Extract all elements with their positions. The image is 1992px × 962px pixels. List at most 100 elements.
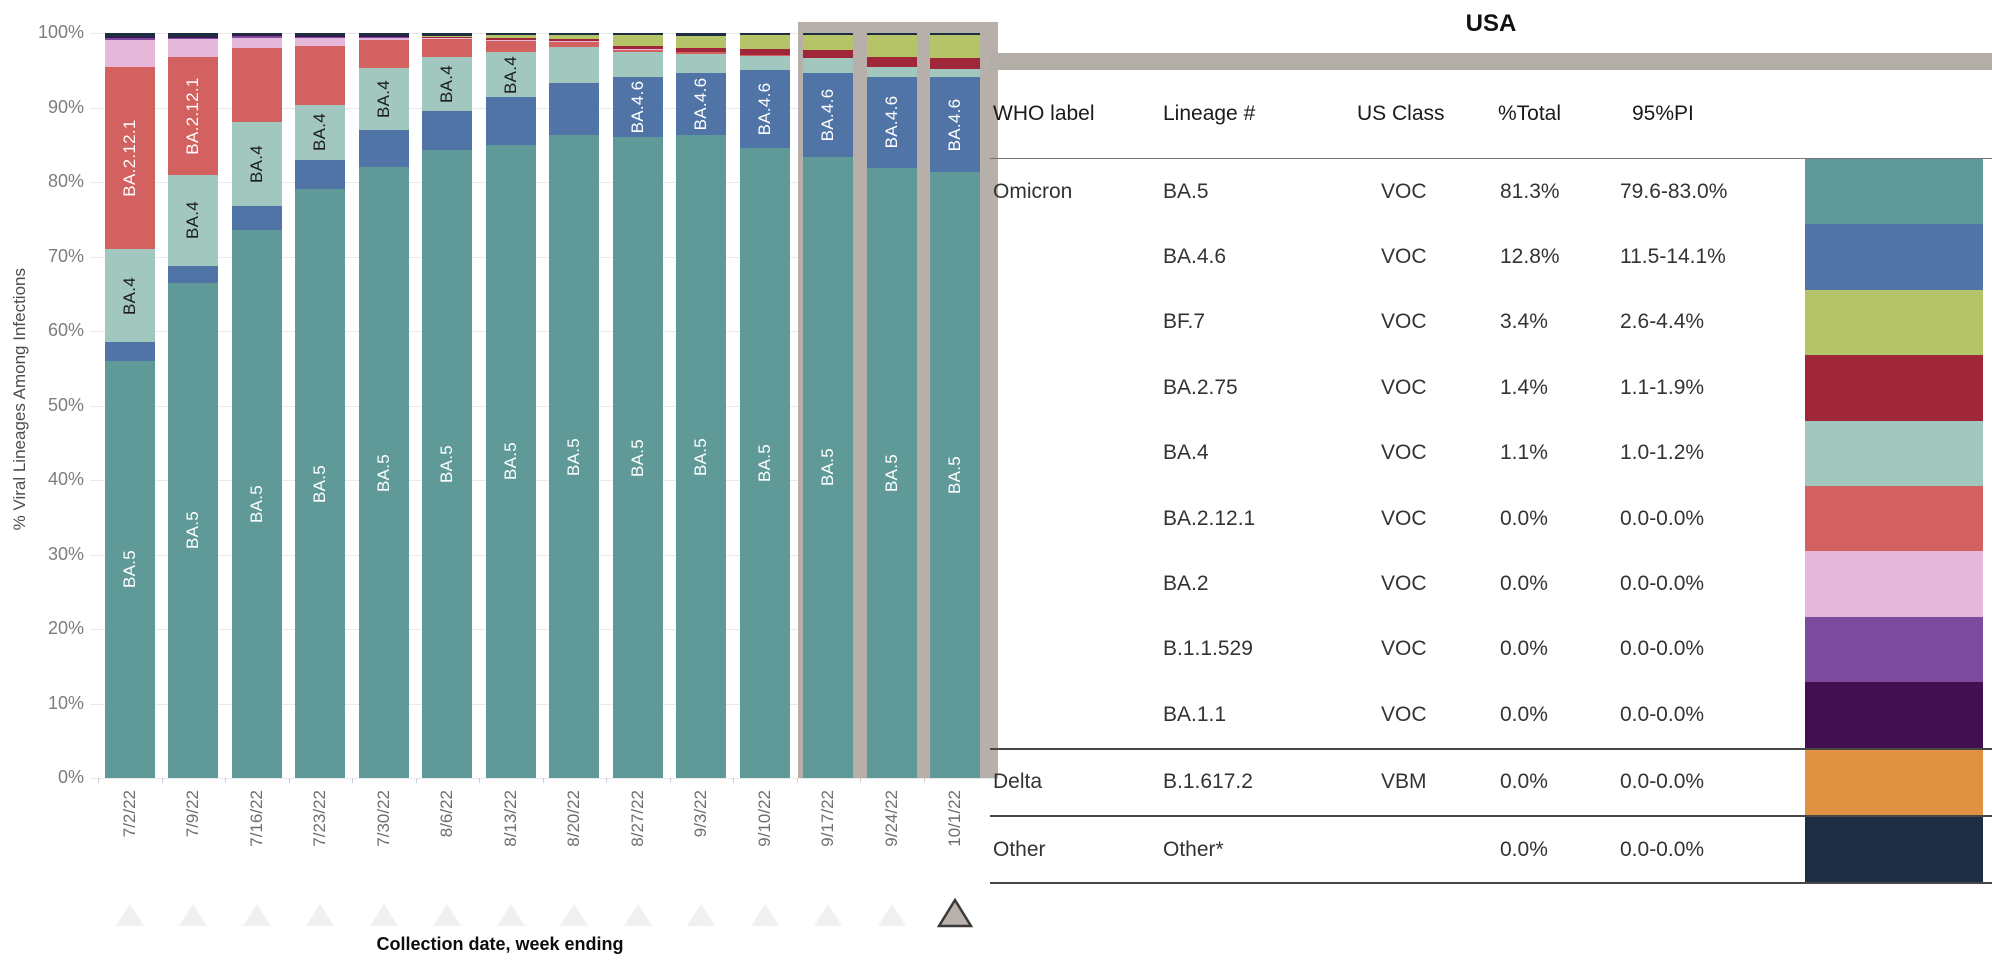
bar-segment-BA.4.6[interactable] xyxy=(422,111,473,150)
stacked-bar[interactable]: BA.5 BA.4 xyxy=(295,33,346,778)
week-selector-triangle[interactable] xyxy=(304,902,336,928)
bar-segment-Other[interactable] xyxy=(549,33,600,36)
bar-segment-BA.2.75[interactable] xyxy=(485,38,536,40)
bar-segment-BA.1.1[interactable] xyxy=(231,35,282,37)
stacked-bar[interactable]: BA.5 BA.4 xyxy=(231,33,282,778)
bar-segment-BA.4.6[interactable]: BA.4.6 xyxy=(676,73,727,136)
stacked-bar[interactable]: BA.5 BA.4 xyxy=(422,33,473,778)
stacked-bar[interactable]: BA.5 BA.4 BA.2.12.1 xyxy=(168,33,219,778)
stacked-bar[interactable]: BA.5 BA.4 xyxy=(485,33,536,778)
week-selector-triangle[interactable] xyxy=(241,902,273,928)
bar-segment-Other[interactable] xyxy=(231,33,282,36)
bar-segment-BA.4.6[interactable] xyxy=(168,265,219,283)
bar-segment-BA.4.6[interactable] xyxy=(549,83,600,136)
bar-segment-BA.5[interactable]: BA.5 xyxy=(866,167,917,778)
bar-segment-Other[interactable] xyxy=(612,33,663,36)
bar-segment-BA.1.1[interactable] xyxy=(168,36,219,38)
bar-segment-BA.2.75[interactable] xyxy=(739,49,790,55)
bar-segment-BA.4[interactable] xyxy=(612,52,663,78)
bar-segment-BA.4.6[interactable]: BA.4.6 xyxy=(866,76,917,168)
bar-segment-BA.2.75[interactable] xyxy=(866,56,917,67)
bar-segment-BF.7[interactable] xyxy=(739,35,790,50)
bar-segment-BF.7[interactable] xyxy=(612,35,663,46)
bar-segment-BA.2.12.1[interactable] xyxy=(739,54,790,56)
bar-segment-BA.2.12.1[interactable] xyxy=(612,49,663,53)
bar-segment-BA.5[interactable]: BA.5 xyxy=(676,135,727,778)
week-selector-triangle[interactable] xyxy=(177,902,209,928)
bar-segment-BA.4.6[interactable] xyxy=(358,129,409,168)
bar-segment-BA.2.12.1[interactable] xyxy=(676,52,727,54)
week-selector-triangle[interactable] xyxy=(431,902,463,928)
bar-segment-BA.4[interactable]: BA.4 xyxy=(104,249,155,343)
bar-segment-B.1.1.529[interactable] xyxy=(168,37,219,40)
stacked-bar[interactable]: BA.5 BA.4.6 xyxy=(803,33,854,778)
bar-segment-BA.1.1[interactable] xyxy=(104,36,155,38)
week-selector-triangle[interactable] xyxy=(876,902,908,928)
bar-segment-Other[interactable] xyxy=(104,33,155,37)
bar-segment-BA.5[interactable]: BA.5 xyxy=(231,230,282,778)
bar-segment-BA.4.6[interactable] xyxy=(295,159,346,190)
bar-segment-Other[interactable] xyxy=(295,33,346,37)
bar-segment-BF.7[interactable] xyxy=(676,36,727,48)
bar-segment-BA.4[interactable] xyxy=(549,47,600,84)
bar-segment-BA.2[interactable] xyxy=(422,37,473,39)
week-selector-triangle[interactable] xyxy=(622,902,654,928)
bar-segment-BA.4[interactable]: BA.4 xyxy=(168,174,219,266)
stacked-bar[interactable]: BA.5 BA.4.6 xyxy=(739,33,790,778)
bar-segment-Other[interactable] xyxy=(422,33,473,37)
week-selector-triangle[interactable] xyxy=(114,902,146,928)
bar-segment-BA.4.6[interactable] xyxy=(231,205,282,231)
bar-segment-BA.2.12.1[interactable] xyxy=(295,45,346,106)
bar-segment-BA.2.75[interactable] xyxy=(803,50,854,59)
bar-segment-BA.4[interactable] xyxy=(676,53,727,74)
bar-segment-BA.2[interactable] xyxy=(358,37,409,40)
bar-segment-BF.7[interactable] xyxy=(422,36,473,37)
bar-segment-Other[interactable] xyxy=(866,33,917,36)
bar-segment-BA.2.75[interactable] xyxy=(422,36,473,38)
bar-segment-BA.2.12.1[interactable] xyxy=(231,47,282,123)
bar-segment-BA.4.6[interactable] xyxy=(104,342,155,361)
bar-segment-BA.4.6[interactable] xyxy=(485,97,536,145)
bar-segment-BA.2.12.1[interactable] xyxy=(549,41,600,48)
bar-segment-BA.2[interactable] xyxy=(612,48,663,50)
bar-segment-BA.4[interactable]: BA.4 xyxy=(485,52,536,98)
bar-segment-BA.5[interactable]: BA.5 xyxy=(739,147,790,778)
bar-segment-BF.7[interactable] xyxy=(930,34,981,59)
bar-segment-BA.4[interactable]: BA.4 xyxy=(231,122,282,206)
bar-segment-BA.5[interactable]: BA.5 xyxy=(549,135,600,778)
bar-segment-BA.4[interactable]: BA.4 xyxy=(295,105,346,160)
bar-segment-BA.5[interactable]: BA.5 xyxy=(803,156,854,778)
bar-segment-BA.2.75[interactable] xyxy=(549,39,600,41)
bar-segment-Other[interactable] xyxy=(676,33,727,37)
stacked-bar[interactable]: BA.5 xyxy=(549,33,600,778)
bar-segment-BA.2.75[interactable] xyxy=(676,47,727,53)
bar-segment-BA.2.12.1[interactable]: BA.2.12.1 xyxy=(168,56,219,175)
bar-segment-BA.4[interactable] xyxy=(739,55,790,71)
bar-segment-BF.7[interactable] xyxy=(803,35,854,51)
bar-segment-BA.5[interactable]: BA.5 xyxy=(104,360,155,778)
bar-segment-BA.5[interactable]: BA.5 xyxy=(295,189,346,778)
bar-segment-BA.2[interactable] xyxy=(104,39,155,67)
bar-segment-BA.5[interactable]: BA.5 xyxy=(930,172,981,778)
week-selector-triangle-active[interactable] xyxy=(937,898,974,928)
stacked-bar[interactable]: BA.5 BA.4 xyxy=(358,33,409,778)
bar-segment-BF.7[interactable] xyxy=(866,35,917,57)
bar-segment-BA.5[interactable]: BA.5 xyxy=(358,167,409,778)
bar-segment-Other[interactable] xyxy=(739,33,790,36)
bar-segment-Other[interactable] xyxy=(930,33,981,35)
bar-segment-BA.2[interactable] xyxy=(485,39,536,41)
bar-segment-BA.2.12.1[interactable]: BA.2.12.1 xyxy=(104,66,155,250)
bar-segment-BA.2.12.1[interactable] xyxy=(485,40,536,53)
bar-segment-BA.2.12.1[interactable] xyxy=(358,39,409,69)
bar-segment-BA.1.1[interactable] xyxy=(358,36,409,37)
bar-segment-BA.2[interactable] xyxy=(168,39,219,57)
week-selector-triangle[interactable] xyxy=(558,902,590,928)
bar-segment-BA.5[interactable]: BA.5 xyxy=(485,144,536,778)
bar-segment-BA.5[interactable]: BA.5 xyxy=(422,150,473,778)
week-selector-triangle[interactable] xyxy=(812,902,844,928)
stacked-bar[interactable]: BA.5 BA.4.6 xyxy=(866,33,917,778)
bar-segment-BA.4[interactable]: BA.4 xyxy=(358,68,409,130)
week-selector-triangle[interactable] xyxy=(495,902,527,928)
bar-segment-BA.4.6[interactable]: BA.4.6 xyxy=(803,73,854,157)
bar-segment-BA.4[interactable] xyxy=(803,58,854,74)
